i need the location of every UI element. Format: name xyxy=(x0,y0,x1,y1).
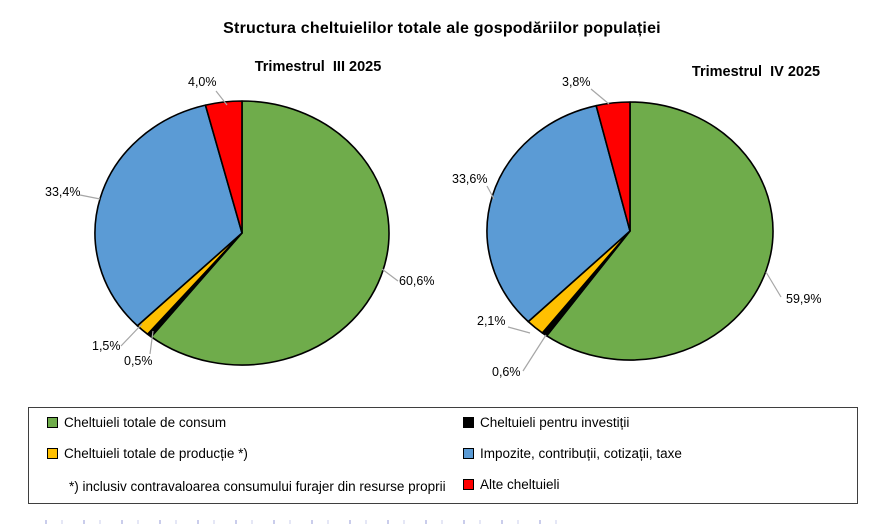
slice-label-consum-q3: 60,6% xyxy=(399,274,435,288)
leader-line-7 xyxy=(765,271,782,298)
slice-label-investitii-q4: 0,6% xyxy=(492,365,521,379)
legend-item-impozite: Impozite, contribuții, cotizații, taxe xyxy=(463,446,682,461)
legend-item-consum: Cheltuieli totale de consum xyxy=(47,415,226,430)
leader-line-4 xyxy=(149,330,154,355)
slice-label-consum-q4: 59,9% xyxy=(786,292,822,306)
legend-label-alte: Alte cheltuieli xyxy=(480,477,560,492)
slice-label-impozite-q3: 33,4% xyxy=(45,185,81,199)
subtitle-trimestrul-iv: Trimestrul IV 2025 xyxy=(691,64,821,80)
legend-item-investitii: Cheltuieli pentru investiții xyxy=(463,415,629,430)
pie-slice-q3-4 xyxy=(204,100,243,234)
leader-line-8 xyxy=(507,326,531,334)
slice-label-alte-q4: 3,8% xyxy=(562,75,591,89)
legend-box: Cheltuieli totale de consum Cheltuieli t… xyxy=(28,407,858,504)
slice-label-productie-q3: 1,5% xyxy=(92,339,121,353)
slice-label-impozite-q4: 33,6% xyxy=(452,172,488,186)
legend-label-consum: Cheltuieli totale de consum xyxy=(64,415,227,430)
slice-label-alte-q3: 4,0% xyxy=(188,75,217,89)
page-title: Structura cheltuielilor totale ale gospo… xyxy=(223,20,661,37)
legend-swatch-consum-icon xyxy=(47,417,58,428)
pie-charts-svg xyxy=(79,88,782,372)
legend-swatch-productie-icon xyxy=(47,448,58,459)
pie-slice-q4-0 xyxy=(545,101,774,361)
slice-label-investitii-q3: 0,5% xyxy=(124,354,153,368)
leader-line-1 xyxy=(79,194,101,200)
pie-slice-q4-4 xyxy=(595,101,631,232)
leader-line-0 xyxy=(215,90,228,106)
pie-slice-q3-3 xyxy=(94,104,243,327)
leader-line-3 xyxy=(120,323,143,347)
legend-item-alte: Alte cheltuieli xyxy=(463,477,560,492)
legend-label-impozite: Impozite, contribuții, cotizații, taxe xyxy=(480,446,682,461)
leader-line-6 xyxy=(486,185,495,200)
legend-swatch-impozite-icon xyxy=(463,448,474,459)
legend-label-productie: Cheltuieli totale de producție *) xyxy=(64,446,248,461)
legend-label-investitii: Cheltuieli pentru investiții xyxy=(480,415,630,430)
clipped-text-artifact xyxy=(45,520,565,524)
pie-slice-q3-0 xyxy=(150,100,390,366)
legend-item-productie: Cheltuieli totale de producție *) xyxy=(47,446,248,461)
subtitle-trimestrul-iii: Trimestrul III 2025 xyxy=(254,59,382,75)
slice-label-productie-q4: 2,1% xyxy=(477,314,506,328)
leader-line-5 xyxy=(590,88,610,105)
legend-swatch-alte-icon xyxy=(463,479,474,490)
leader-line-9 xyxy=(522,334,547,372)
leader-line-2 xyxy=(381,268,399,282)
legend-footnote: *) inclusiv contravaloarea consumului fu… xyxy=(69,479,446,494)
legend-swatch-investitii-icon xyxy=(463,417,474,428)
